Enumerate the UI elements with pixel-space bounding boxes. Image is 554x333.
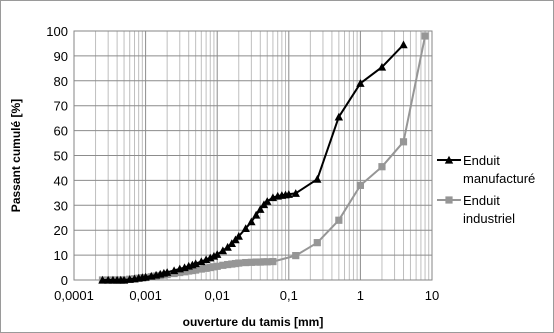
data-point — [247, 258, 255, 266]
data-point — [252, 258, 260, 266]
data-point — [176, 268, 184, 277]
data-point — [191, 259, 200, 268]
series-layer — [98, 32, 429, 284]
x-tick-label: 0,0001 — [54, 288, 94, 303]
legend-item: Enduit industriel — [437, 193, 515, 226]
legend-label: industriel — [463, 211, 515, 226]
data-point — [356, 181, 364, 189]
plot-area — [73, 30, 433, 281]
data-point — [377, 62, 387, 71]
legend: Enduit manufacturé Enduit industriel — [437, 153, 535, 226]
x-tick-label: 0,01 — [205, 288, 230, 303]
y-tick-label: 90 — [54, 49, 68, 64]
data-point — [263, 197, 272, 205]
data-point — [399, 40, 408, 49]
x-tick-label: 1 — [357, 288, 364, 303]
legend-label: Enduit — [463, 153, 500, 168]
data-point — [335, 216, 343, 224]
data-point — [292, 251, 300, 260]
data-point — [119, 275, 129, 284]
data-point — [313, 239, 321, 247]
legend-marker — [445, 196, 453, 204]
data-point — [421, 32, 429, 40]
data-point — [98, 275, 107, 284]
data-point — [234, 231, 243, 240]
data-point — [213, 262, 221, 270]
data-point — [378, 163, 386, 171]
y-tick-label: 50 — [54, 149, 68, 164]
x-axis-label: ouverture du tamis [mm] — [183, 315, 324, 329]
y-axis-label: Passant cumulé [%] — [9, 99, 23, 212]
data-point — [263, 258, 271, 266]
y-tick-label: 40 — [54, 173, 68, 188]
data-point — [162, 268, 172, 276]
data-point — [218, 246, 228, 255]
x-tick-label: 10 — [425, 288, 439, 303]
data-point — [356, 79, 365, 87]
y-tick-label: 10 — [54, 248, 68, 263]
legend-marker — [444, 155, 454, 164]
data-point — [251, 210, 261, 219]
y-tick-label: 60 — [54, 124, 68, 139]
y-tick-label: 20 — [54, 223, 68, 238]
data-point — [235, 259, 243, 267]
data-point — [242, 258, 250, 267]
data-point — [313, 174, 322, 183]
data-point — [334, 112, 344, 121]
data-point — [247, 217, 256, 226]
y-tick-label: 100 — [46, 24, 68, 39]
legend-label: Enduit — [463, 193, 500, 208]
x-tick-label: 0,001 — [129, 288, 162, 303]
legend-item: Enduit manufacturé — [437, 153, 535, 186]
x-axis-ticks: 0,0001 0,001 0,01 0,1 1 10 — [54, 288, 439, 303]
data-point — [284, 190, 293, 198]
data-point — [213, 250, 222, 258]
data-point — [399, 138, 408, 146]
data-point — [224, 260, 232, 269]
data-point — [256, 205, 265, 213]
y-axis-ticks: 0 10 20 30 40 50 60 70 80 90 100 — [46, 24, 68, 288]
y-tick-label: 0 — [61, 273, 68, 288]
data-point — [180, 268, 189, 276]
data-point — [197, 265, 205, 273]
y-tick-label: 70 — [54, 99, 68, 114]
data-point — [223, 242, 232, 251]
y-tick-label: 30 — [54, 198, 68, 213]
data-point — [197, 257, 206, 266]
y-tick-label: 80 — [54, 74, 68, 89]
data-point — [256, 258, 264, 266]
series-triangle — [98, 40, 408, 284]
data-point — [192, 266, 200, 274]
data-point — [202, 264, 210, 272]
data-point — [228, 260, 236, 268]
data-point — [219, 261, 227, 269]
x-tick-label: 0,1 — [280, 288, 298, 303]
data-point — [241, 224, 250, 233]
data-point — [269, 257, 277, 266]
data-point — [291, 189, 300, 197]
data-point — [206, 263, 214, 272]
legend-label: manufacturé — [463, 171, 535, 186]
